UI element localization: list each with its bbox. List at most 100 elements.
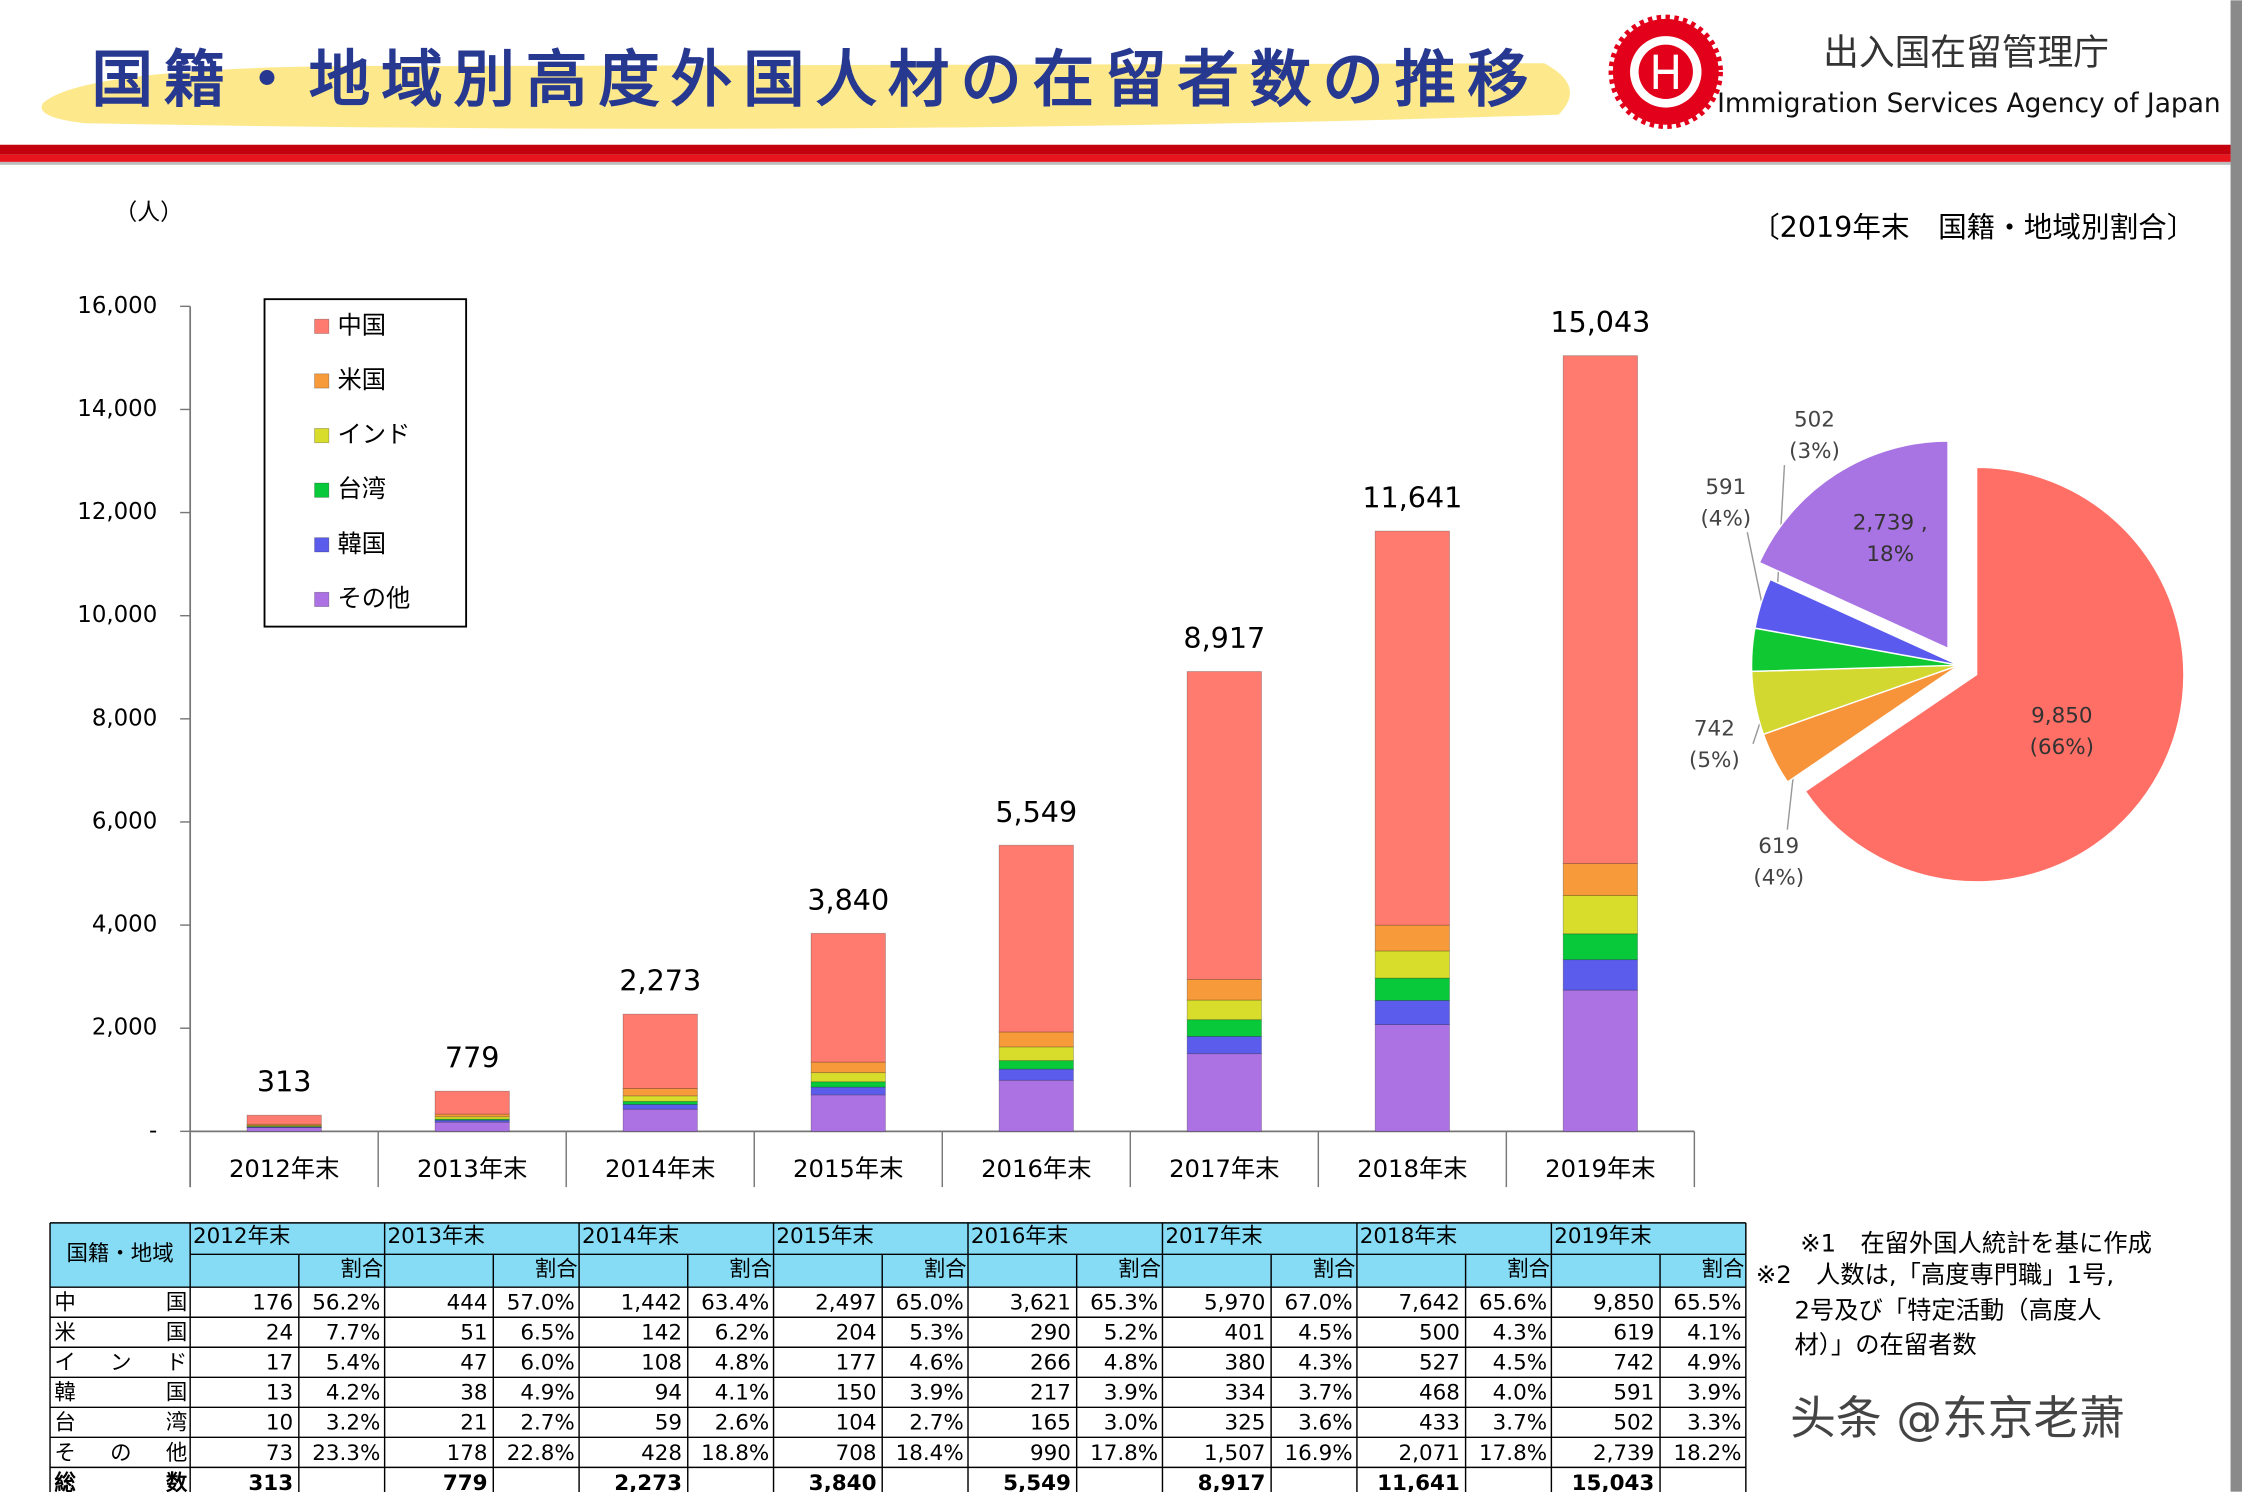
bar-segment bbox=[810, 1061, 886, 1074]
table-count: 500 bbox=[1419, 1321, 1460, 1346]
total-label: 8,917 bbox=[1183, 621, 1265, 655]
table-ratio: 65.5% bbox=[1673, 1291, 1741, 1316]
table-count: 142 bbox=[641, 1321, 682, 1346]
table-ratio: 3.9% bbox=[1104, 1381, 1158, 1406]
total-label: 3,840 bbox=[807, 883, 889, 917]
pie-value-label: 742 bbox=[1694, 717, 1735, 742]
table-ratio: 18.4% bbox=[896, 1441, 964, 1466]
legend-swatch bbox=[314, 373, 330, 389]
table-ratio: 3.3% bbox=[1687, 1411, 1741, 1436]
table-count: 290 bbox=[1030, 1321, 1071, 1346]
header-rule bbox=[0, 144, 2231, 155]
bar-segment bbox=[998, 1079, 1074, 1132]
table-count: 5,970 bbox=[1204, 1291, 1265, 1316]
table-ratio: 18.8% bbox=[701, 1441, 769, 1466]
table-count: 401 bbox=[1224, 1321, 1265, 1346]
total-label: 15,043 bbox=[1550, 305, 1650, 339]
bar-segment bbox=[1374, 950, 1450, 979]
x-tick-label: 2015年末 bbox=[793, 1154, 903, 1183]
table-ratio: 5.4% bbox=[326, 1351, 380, 1376]
table-count: 10 bbox=[266, 1411, 293, 1436]
agency-en: Immigration Services Agency of Japan bbox=[1717, 88, 2221, 119]
bar-segment bbox=[998, 1031, 1074, 1048]
bar-segment bbox=[810, 1072, 886, 1083]
bar-segment bbox=[1374, 999, 1450, 1025]
title-brush bbox=[41, 63, 1570, 129]
table-count: 51 bbox=[460, 1321, 487, 1346]
table-ratio-header: 割合 bbox=[1507, 1257, 1550, 1282]
x-tick-label: 2012年末 bbox=[229, 1154, 339, 1183]
table-corner: 国籍・地域 bbox=[67, 1241, 174, 1266]
pie-slice bbox=[1754, 578, 1960, 666]
table-ratio: 4.1% bbox=[715, 1381, 769, 1406]
legend-label: 台湾 bbox=[337, 474, 386, 503]
y-tick-label: 2,000 bbox=[92, 1015, 157, 1041]
table-year-header: 2018年末 bbox=[1360, 1224, 1457, 1249]
legend-swatch bbox=[314, 428, 330, 444]
pie-percent-label: (3%) bbox=[1789, 439, 1840, 464]
table-ratio: 4.2% bbox=[326, 1381, 380, 1406]
table-count: 1,507 bbox=[1204, 1441, 1265, 1466]
bar-segment bbox=[810, 1094, 886, 1132]
y-tick-label: 10,000 bbox=[77, 602, 157, 628]
pie-percent-label: 18% bbox=[1866, 542, 1914, 567]
table-ratio: 3.7% bbox=[1493, 1411, 1547, 1436]
edge-strip bbox=[2230, 0, 2242, 1492]
table-ratio: 6.0% bbox=[520, 1351, 574, 1376]
bar-segment bbox=[998, 1046, 1074, 1062]
bar-segment bbox=[998, 1068, 1074, 1081]
watermark: 头条 @东京老萧 bbox=[1790, 1392, 2125, 1445]
total-label: 779 bbox=[445, 1041, 500, 1075]
bar-segment bbox=[1186, 999, 1262, 1021]
table-ratio: 5.3% bbox=[909, 1321, 963, 1346]
total-label: 313 bbox=[257, 1065, 312, 1099]
y-tick-label: - bbox=[149, 1118, 157, 1144]
table-ratio: 65.3% bbox=[1090, 1291, 1158, 1316]
table-count: 468 bbox=[1419, 1381, 1460, 1406]
table-row-label: その他 bbox=[54, 1441, 187, 1466]
bar-segment bbox=[1374, 530, 1450, 926]
pie-value-label: 2,739 , bbox=[1853, 511, 1928, 536]
pie-slice bbox=[1758, 440, 1949, 650]
bar-segment bbox=[246, 1114, 322, 1125]
total-label: 11,641 bbox=[1362, 481, 1462, 515]
table-count: 428 bbox=[641, 1441, 682, 1466]
table-ratio: 4.9% bbox=[520, 1381, 574, 1406]
table-ratio: 6.5% bbox=[520, 1321, 574, 1346]
table-count: 779 bbox=[443, 1471, 488, 1492]
legend-swatch bbox=[314, 482, 330, 498]
table-count: 502 bbox=[1613, 1411, 1654, 1436]
y-tick-label: 12,000 bbox=[77, 499, 157, 525]
bar-segment bbox=[998, 1060, 1074, 1070]
legend-label: その他 bbox=[337, 583, 410, 612]
table-count: 104 bbox=[836, 1411, 877, 1436]
table-ratio: 16.9% bbox=[1285, 1441, 1353, 1466]
table-count: 334 bbox=[1224, 1381, 1265, 1406]
table-count: 990 bbox=[1030, 1441, 1071, 1466]
legend-label: 米国 bbox=[337, 365, 386, 394]
table-year-header: 2013年末 bbox=[387, 1224, 484, 1249]
pie-value-label: 619 bbox=[1758, 834, 1799, 859]
table-ratio: 3.9% bbox=[909, 1381, 963, 1406]
table-row-label: インド bbox=[54, 1351, 187, 1376]
table-count: 5,549 bbox=[1003, 1471, 1071, 1492]
pie-value-label: 502 bbox=[1794, 408, 1835, 433]
x-tick-label: 2019年末 bbox=[1545, 1154, 1655, 1183]
table-count: 9,850 bbox=[1593, 1291, 1654, 1316]
table-ratio: 2.6% bbox=[715, 1411, 769, 1436]
bar-segment bbox=[1562, 863, 1638, 896]
x-tick-label: 2018年末 bbox=[1357, 1154, 1467, 1183]
bar-segment bbox=[622, 1108, 698, 1132]
table-count: 325 bbox=[1224, 1411, 1265, 1436]
header-rule bbox=[0, 154, 2231, 162]
table-count: 2,497 bbox=[815, 1291, 876, 1316]
header-rule bbox=[0, 161, 2231, 165]
table-count: 591 bbox=[1613, 1381, 1654, 1406]
table-ratio: 17.8% bbox=[1090, 1441, 1158, 1466]
table-count: 11,641 bbox=[1377, 1471, 1460, 1492]
table-ratio: 65.0% bbox=[896, 1291, 964, 1316]
table-count: 313 bbox=[248, 1471, 293, 1492]
table-ratio: 4.9% bbox=[1687, 1351, 1741, 1376]
bar-segment bbox=[1186, 1035, 1262, 1055]
table-count: 94 bbox=[655, 1381, 682, 1406]
